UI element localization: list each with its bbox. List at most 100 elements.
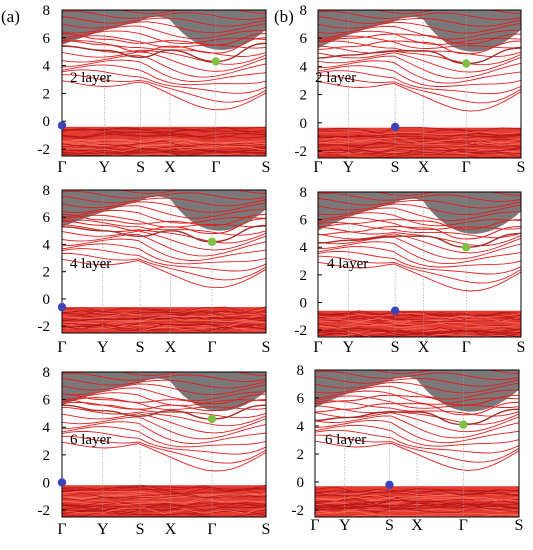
panel-plot-area [318,192,521,337]
conduction-band-line [62,205,266,219]
k-point-label: X [418,339,430,356]
valence-band-line [318,126,521,134]
y-tick-label: 0 [300,295,308,311]
conduction-band-line [318,207,521,222]
y-tick-label: 4 [300,59,308,75]
conduction-band-line [62,21,266,34]
y-tick-label: 0 [43,475,51,491]
k-point-label: Y [343,159,355,176]
k-point-label: X [418,159,430,176]
k-point-label: Y [97,339,109,356]
valence-band-line [62,492,266,499]
y-tick-label: 8 [300,3,308,19]
sub-conduction-band [318,219,521,230]
conduction-band-line [62,372,266,382]
conduction-band-line [62,10,266,21]
conduction-band-line [318,75,521,104]
conduction-band-line [315,390,519,405]
conduction-band-line [318,246,521,268]
conduction-band-line [62,219,266,236]
conduction-band-line [318,25,521,40]
k-point-label: Γ [462,339,471,356]
valence-band-line [62,144,266,150]
conduction-manifold [315,370,519,412]
band-panel-2: -2 0 2 4 6 8 Γ Y S X Γ S 2 layer [295,3,526,176]
valence-band-line [62,508,266,515]
sub-conduction-band [62,214,266,226]
conduction-band-line [62,51,266,72]
conduction-band-line [62,406,266,427]
y-tick-label: -2 [38,503,51,519]
band-panel-4: -2 0 2 4 6 8 Γ Y S X Γ S 4 layer [295,185,526,356]
conduction-band-line [62,195,266,207]
k-point-label: S [385,517,394,534]
panel-plot-area [62,190,266,333]
k-point-label: Γ [310,517,319,534]
valence-band-line [62,151,266,156]
y-tick-label: 0 [297,475,305,491]
conduction-band-line [62,59,266,82]
valence-band-line [62,316,266,323]
cbm-marker [461,59,471,68]
valence-band-line [315,489,519,497]
k-point-label: S [391,339,400,356]
valence-band-line [62,149,266,154]
valence-band-line [318,310,521,317]
conduction-band-line [62,238,266,261]
valence-band-line [62,145,266,152]
lowest-conduction-band [315,408,519,426]
conduction-band-line [62,40,266,57]
k-point-label: Γ [57,521,66,538]
y-tick-label: 2 [300,88,308,104]
y-tick-label: 2 [43,448,51,464]
k-point-label: S [262,521,271,538]
conduction-band-line [315,405,519,425]
k-point-label: Γ [211,159,220,176]
conduction-band-line [318,203,521,215]
valence-band-line [315,489,519,497]
conduction-band-line [62,80,266,111]
conduction-manifold [318,10,521,52]
k-point-label: S [517,339,526,356]
valence-band-line [315,495,519,502]
valence-band-line [62,152,259,156]
conduction-band-line [318,81,521,112]
panel-frame [61,189,267,334]
panel-label-b: (b) [274,7,294,26]
panel-frame [61,9,267,157]
valence-band-line [318,333,514,337]
y-tick-label: -2 [295,323,308,339]
cbm-marker [459,420,468,429]
conduction-manifold [318,192,521,234]
y-tick-label: -2 [292,503,305,519]
conduction-band-line [62,387,266,402]
k-point-label: S [515,517,524,534]
k-point-label: Γ [313,159,322,176]
y-tick-label: 4 [297,419,305,435]
conduction-band-line [315,376,519,387]
y-tick-label: 8 [43,3,51,19]
y-tick-label: 6 [300,213,308,229]
y-tick-label: 2 [300,268,308,284]
y-tick-label: 2 [297,447,305,463]
conduction-band-line [62,258,266,289]
conduction-band-line [62,230,266,251]
valence-band-line [318,317,521,323]
y-tick-label: 8 [43,365,51,381]
valence-band-line [62,493,266,500]
conduction-band-line [315,434,519,463]
conduction-band-line [318,236,521,260]
valence-band-line [62,502,266,509]
conduction-band-line [318,251,521,275]
conduction-band-line [62,435,266,464]
cbm-marker [461,243,471,252]
y-tick-label: 6 [43,210,51,226]
conduction-band-line [62,243,266,265]
panel-plot-area [62,372,266,517]
valence-band-line [318,322,521,329]
conduction-manifold [62,190,266,231]
conduction-band-line [62,248,266,272]
valence-band-line [62,306,266,313]
k-point-label: Γ [57,339,66,356]
valence-band-line [318,312,521,319]
